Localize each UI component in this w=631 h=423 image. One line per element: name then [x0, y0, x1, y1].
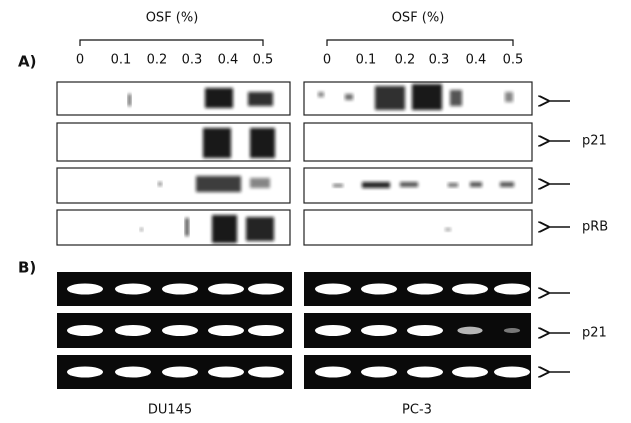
blot-box [304, 123, 532, 161]
gel-band [115, 325, 151, 336]
gel-band [248, 367, 284, 378]
blot-band [445, 228, 451, 231]
gel-band [208, 367, 244, 378]
gel-band [361, 325, 397, 336]
blot-band [470, 182, 482, 187]
gel-band [407, 367, 443, 378]
blot-band [203, 128, 231, 158]
gel-band [162, 325, 198, 336]
bracket [80, 40, 513, 46]
gel-band [162, 284, 198, 295]
gel-band [115, 367, 151, 378]
blot-band [333, 184, 343, 187]
blot-band [158, 182, 162, 186]
gel-band [248, 325, 284, 336]
gel-band [494, 284, 530, 295]
blot-band [248, 92, 273, 106]
gel-band [162, 367, 198, 378]
blot-band [246, 217, 274, 241]
gel-band [67, 284, 103, 295]
tick-label: 0.2 [147, 53, 168, 68]
row-label: pRB [582, 220, 608, 235]
gel-band [361, 284, 397, 295]
tick-label: 0.4 [466, 53, 487, 68]
gel-band [457, 327, 482, 335]
blot-band [250, 128, 275, 158]
cell-line-label: DU145 [148, 403, 192, 418]
blot-band [140, 228, 143, 231]
blot-band [128, 94, 131, 106]
tick-label: 0.1 [356, 53, 377, 68]
blot-band [318, 92, 324, 97]
blot-band [345, 94, 353, 100]
blot-band [400, 182, 418, 187]
blot-band [448, 183, 458, 187]
blot-band [205, 88, 233, 108]
cell-line-label: PC-3 [402, 403, 432, 418]
gel-band [452, 367, 488, 378]
right-title: OSF (%) [392, 11, 445, 26]
panel-b-label: B) [18, 259, 36, 277]
left-title: OSF (%) [146, 11, 199, 26]
gel-band [407, 284, 443, 295]
gel-band [504, 328, 520, 333]
blot-band [500, 182, 514, 187]
tick-label: 0.2 [395, 53, 416, 68]
blot-band [505, 92, 513, 102]
gel-band [494, 367, 530, 378]
tick-label: 0.5 [503, 53, 524, 68]
blot-band [185, 218, 189, 236]
tick-label: 0.4 [218, 53, 239, 68]
blot-band [412, 84, 442, 110]
gel-band [315, 284, 351, 295]
gel-band [208, 325, 244, 336]
figure: OSF (%) OSF (%) A) B) DU145 PC-3 p21 pRB… [0, 0, 631, 423]
blot-band [450, 90, 462, 106]
blot-band [375, 86, 405, 110]
blot-band [196, 176, 241, 192]
gel-band [208, 284, 244, 295]
gel-band [67, 325, 103, 336]
gel-band [452, 284, 488, 295]
gel-band [248, 284, 284, 295]
gel-band [315, 325, 351, 336]
tick-label: 0.5 [253, 53, 274, 68]
tick-label: 0.3 [182, 53, 203, 68]
tick-label: 0 [76, 53, 84, 68]
row-label: p21 [582, 326, 607, 341]
gel-band [407, 325, 443, 336]
gel-band [315, 367, 351, 378]
blot-band [212, 215, 237, 243]
row-label: p21 [582, 134, 607, 149]
blot-band [362, 182, 390, 188]
blot-band [250, 178, 270, 188]
blot-box [304, 210, 532, 245]
gel-band [67, 367, 103, 378]
tick-label: 0 [323, 53, 331, 68]
gel-band [115, 284, 151, 295]
panel-a-label: A) [18, 53, 36, 71]
tick-label: 0.3 [429, 53, 450, 68]
gel-band [361, 367, 397, 378]
tick-label: 0.1 [111, 53, 132, 68]
